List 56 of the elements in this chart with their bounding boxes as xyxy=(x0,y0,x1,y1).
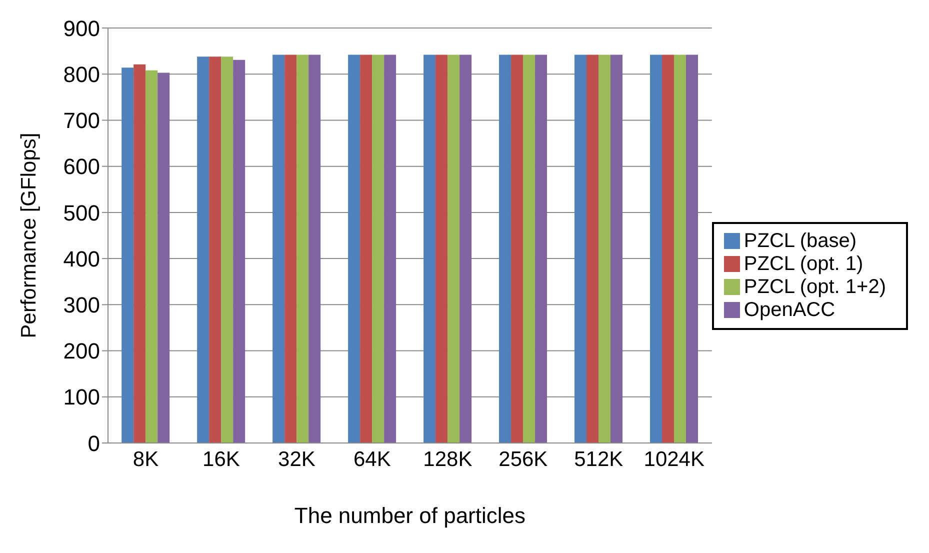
y-tick-label: 500 xyxy=(63,200,100,226)
bar xyxy=(523,54,536,443)
bar xyxy=(535,54,548,443)
bar xyxy=(122,68,134,443)
x-tick-label: 128K xyxy=(423,448,472,471)
x-tick-label: 8K xyxy=(132,448,159,471)
y-tick-label: 800 xyxy=(63,62,100,87)
bar xyxy=(372,54,384,443)
bar xyxy=(146,70,158,443)
legend-label: OpenACC xyxy=(744,298,836,320)
x-tick-label: 512K xyxy=(574,448,624,471)
bar xyxy=(686,54,698,443)
bar xyxy=(197,56,210,443)
legend-label: PZCL (opt. 1) xyxy=(744,252,864,274)
bar xyxy=(598,54,611,443)
y-tick-label: 400 xyxy=(63,246,100,272)
y-tick-label: 0 xyxy=(88,430,100,456)
legend-label: PZCL (opt. 1+2) xyxy=(744,276,886,298)
bar xyxy=(233,60,246,443)
legend-label: PZCL (base) xyxy=(744,230,857,252)
bar xyxy=(348,54,360,443)
bar xyxy=(448,54,460,443)
bar xyxy=(610,54,623,443)
y-tick-label: 200 xyxy=(63,338,100,364)
y-tick-label: 300 xyxy=(63,292,100,318)
x-tick-label: 32K xyxy=(278,448,316,471)
y-tick-label: 600 xyxy=(63,154,100,180)
x-tick-label: 16K xyxy=(202,448,240,471)
bar xyxy=(158,72,170,443)
x-tick-label: 256K xyxy=(498,448,548,471)
y-tick-label: 100 xyxy=(63,384,100,410)
x-tick-label: 1024K xyxy=(644,448,705,471)
bar xyxy=(511,54,524,443)
bar xyxy=(134,64,146,443)
bar xyxy=(221,56,234,443)
bar xyxy=(586,54,599,443)
bar xyxy=(674,54,686,443)
x-axis-title: The number of particles xyxy=(294,503,526,528)
y-tick-label: 700 xyxy=(63,108,100,134)
bar xyxy=(272,54,285,443)
bar xyxy=(360,54,372,443)
bar xyxy=(436,54,448,443)
bar xyxy=(384,54,396,443)
bar xyxy=(460,54,472,443)
bar xyxy=(574,54,587,443)
bar xyxy=(308,54,321,443)
bar xyxy=(499,54,512,443)
bar xyxy=(424,54,436,443)
bar xyxy=(284,54,297,443)
y-tick-label: 900 xyxy=(63,16,100,41)
bar xyxy=(296,54,309,443)
bar xyxy=(650,54,662,443)
x-tick-label: 64K xyxy=(354,448,391,471)
bar xyxy=(209,56,222,443)
y-axis-title: Performance [GFlops] xyxy=(17,132,40,338)
bar xyxy=(662,54,674,443)
